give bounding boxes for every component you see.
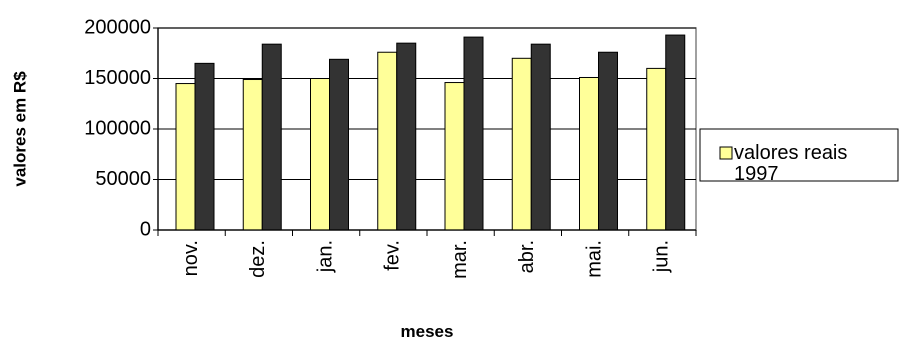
bar-1-2	[310, 78, 330, 231]
bar-2-1	[261, 43, 282, 231]
bar-2-7	[665, 34, 686, 231]
x-tick-labels: nov. dez. jan. fev. mar. abr. mai. jun.	[180, 240, 673, 279]
bar-2-2	[329, 58, 349, 231]
bar-1-3	[377, 51, 398, 231]
y-tick-labels: 0 50000 100000 150000 200000	[84, 16, 151, 240]
bar-2-4	[463, 36, 484, 231]
bars	[175, 34, 686, 231]
x-tick-label: dez.	[247, 240, 269, 278]
legend-label-series-1: valores reais 1997	[734, 142, 847, 185]
bar-1-1	[242, 79, 263, 231]
y-tick-label: 200000	[84, 16, 151, 38]
y-tick-label: 100000	[84, 117, 151, 139]
legend-label-series-2: valores reais	[734, 186, 847, 208]
x-tick-label: fev.	[382, 240, 404, 271]
legend-box	[699, 128, 899, 182]
bar-2-3	[396, 42, 417, 231]
legend: valores reais 1997 valores reais	[699, 128, 899, 208]
bar-1-4	[444, 82, 465, 231]
axes	[153, 27, 697, 236]
bar-1-7	[646, 67, 667, 231]
bar-1-6	[579, 76, 599, 231]
y-axis-title: valores em R$	[10, 71, 29, 187]
y-tick-label: 50000	[95, 168, 151, 190]
x-axis-title: meses	[401, 322, 454, 341]
x-tick-label: mar.	[449, 240, 471, 279]
x-tick-label: mai.	[583, 240, 605, 278]
bar-2-6	[598, 51, 618, 231]
x-tick-label: abr.	[516, 240, 538, 273]
bar-2-5	[530, 43, 551, 231]
bar-1-5	[511, 57, 532, 231]
bar-1-0	[175, 83, 196, 231]
y-tick-label: 0	[140, 218, 151, 240]
legend-swatch-series-1	[719, 146, 733, 160]
y-tick-label: 150000	[84, 67, 151, 89]
legend-swatch-series-2	[720, 191, 732, 203]
x-tick-label: nov.	[180, 240, 202, 276]
bar-2-0	[194, 62, 215, 231]
x-tick-label: jan.	[314, 240, 336, 273]
x-tick-label: jun.	[651, 240, 673, 273]
